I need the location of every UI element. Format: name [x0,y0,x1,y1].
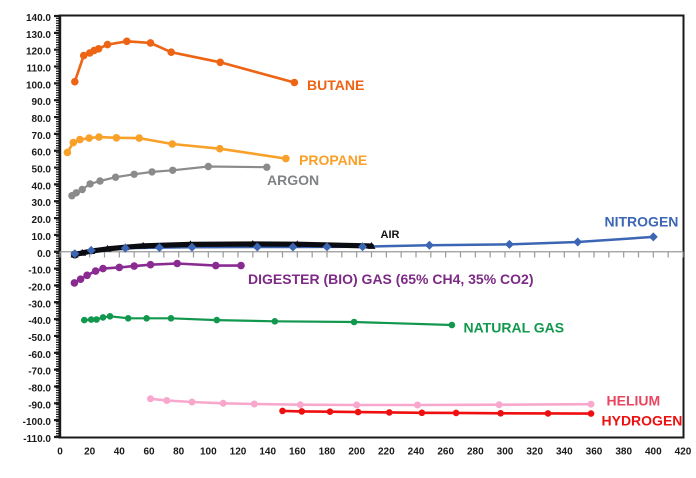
svg-text:280: 280 [467,447,484,458]
svg-text:NATURAL GAS: NATURAL GAS [464,320,565,336]
svg-text:-70.0: -70.0 [28,367,51,378]
svg-text:300: 300 [497,447,514,458]
svg-text:220: 220 [378,447,395,458]
svg-text:90.0: 90.0 [32,97,52,108]
svg-text:-10.0: -10.0 [28,266,51,277]
svg-text:160: 160 [289,447,306,458]
svg-text:400: 400 [645,447,662,458]
svg-text:130.0: 130.0 [26,30,51,41]
svg-text:70.0: 70.0 [32,131,52,142]
svg-text:120: 120 [230,447,247,458]
svg-text:60.0: 60.0 [32,148,52,159]
svg-text:-110.0: -110.0 [23,434,51,445]
svg-text:60: 60 [143,447,155,458]
svg-text:100: 100 [200,447,217,458]
svg-text:BUTANE: BUTANE [307,77,364,93]
svg-text:0: 0 [57,447,63,458]
svg-text:20: 20 [84,447,96,458]
svg-text:-80.0: -80.0 [28,384,51,395]
svg-text:-30.0: -30.0 [28,299,51,310]
svg-text:140: 140 [259,447,276,458]
svg-text:340: 340 [556,447,573,458]
svg-text:80.0: 80.0 [32,114,52,125]
svg-text:HELIUM: HELIUM [607,393,661,409]
svg-text:260: 260 [437,447,454,458]
svg-text:-40.0: -40.0 [28,316,51,327]
svg-text:0.0: 0.0 [37,249,51,260]
svg-text:140.0: 140.0 [26,13,51,24]
svg-text:-50.0: -50.0 [28,333,51,344]
svg-text:180: 180 [319,447,336,458]
svg-text:20.0: 20.0 [32,215,52,226]
svg-text:30.0: 30.0 [32,198,52,209]
svg-text:HYDROGEN: HYDROGEN [602,413,683,429]
svg-text:50.0: 50.0 [32,165,52,176]
svg-text:ARGON: ARGON [267,172,319,188]
svg-text:110.0: 110.0 [27,64,52,75]
svg-text:-20.0: -20.0 [28,282,51,293]
svg-text:360: 360 [586,447,603,458]
svg-text:240: 240 [408,447,425,458]
svg-text:420: 420 [675,447,692,458]
svg-text:-60.0: -60.0 [28,350,51,361]
svg-text:40.0: 40.0 [32,181,52,192]
svg-text:320: 320 [526,447,543,458]
svg-text:NITROGEN: NITROGEN [605,214,679,230]
svg-text:100.0: 100.0 [26,80,51,91]
svg-text:10.0: 10.0 [32,232,52,243]
svg-text:-90.0: -90.0 [28,400,51,411]
svg-text:DIGESTER (BIO) GAS (65% CH4, 3: DIGESTER (BIO) GAS (65% CH4, 35% CO2) [248,271,534,287]
svg-text:200: 200 [348,447,365,458]
svg-text:-100.0: -100.0 [23,417,52,428]
svg-text:80: 80 [173,447,185,458]
svg-text:PROPANE: PROPANE [299,152,367,168]
svg-text:40: 40 [114,447,126,458]
svg-text:AIR: AIR [381,229,400,241]
svg-text:120.0: 120.0 [26,47,51,58]
svg-text:380: 380 [615,447,632,458]
